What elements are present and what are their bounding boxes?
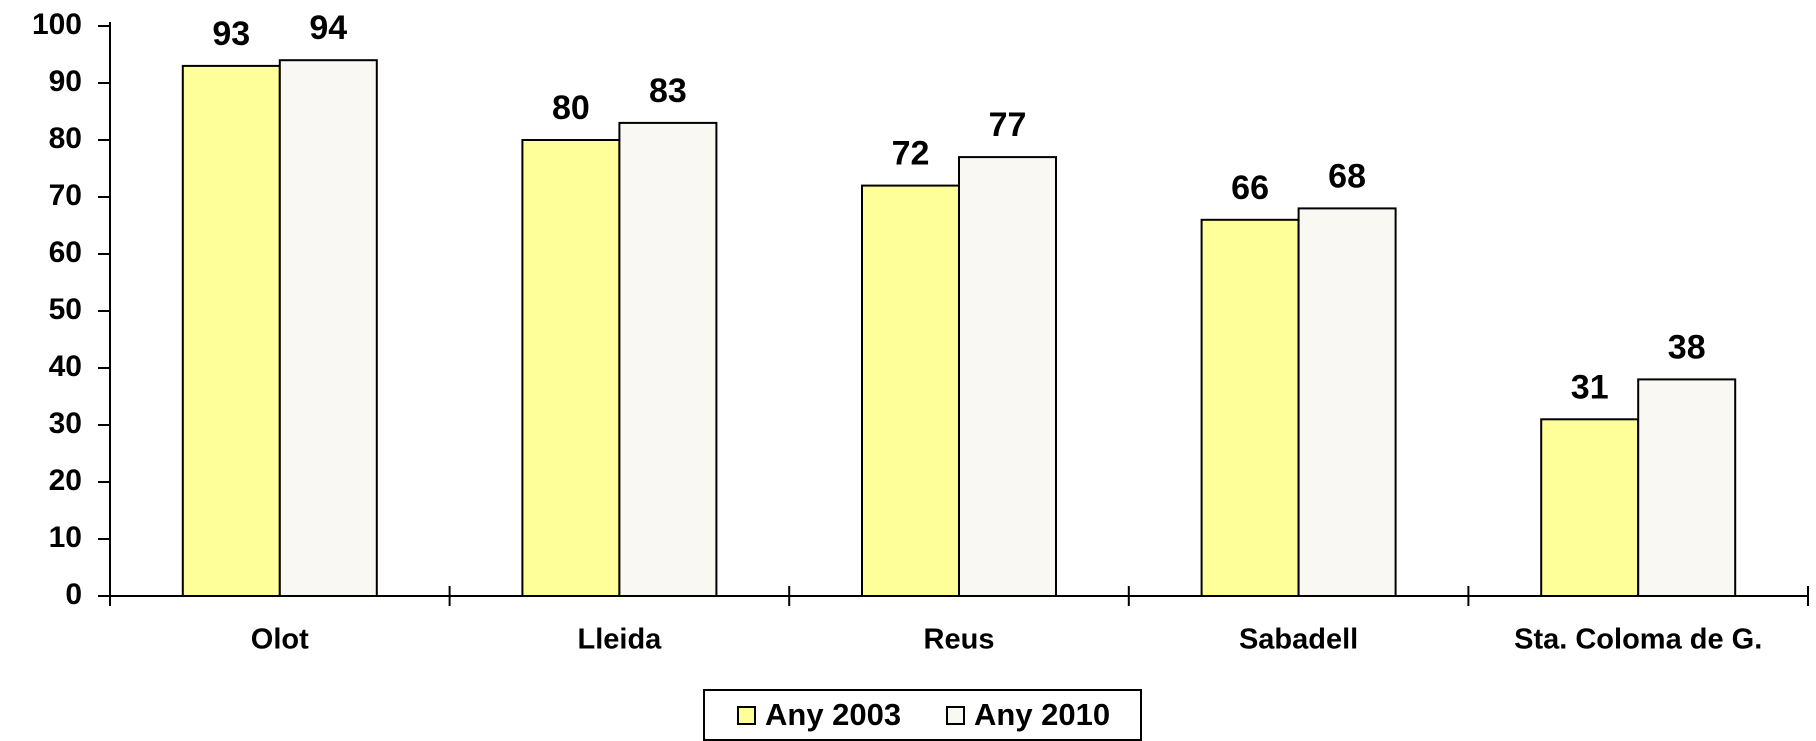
x-tick-label: Olot [251, 624, 309, 656]
legend-swatch [737, 706, 756, 725]
bar [1297, 207, 1397, 597]
y-tick-label: 40 [49, 350, 82, 383]
y-tick-label: 10 [49, 521, 82, 554]
y-tick-label: 90 [49, 65, 82, 98]
data-label: 68 [1328, 157, 1366, 195]
legend-label: Any 2010 [974, 697, 1110, 732]
x-tick-label: Sabadell [1239, 624, 1358, 656]
bar [618, 121, 718, 598]
y-tick-label: 60 [49, 236, 82, 269]
legend-label: Any 2003 [765, 697, 901, 732]
bar [861, 184, 960, 597]
y-tick-label: 80 [49, 122, 82, 155]
data-label: 66 [1231, 169, 1269, 207]
bar [521, 139, 621, 597]
data-label: 72 [892, 135, 930, 173]
data-label: 77 [989, 106, 1027, 144]
data-label: 80 [552, 89, 590, 127]
legend-box [703, 689, 1142, 741]
data-label: 94 [309, 9, 347, 47]
y-tick-label: 30 [49, 407, 82, 440]
data-label: 38 [1668, 328, 1706, 366]
data-label: 31 [1571, 368, 1609, 406]
data-label: 93 [212, 15, 250, 53]
y-tick-label: 20 [49, 464, 82, 497]
bar [1200, 218, 1300, 598]
bar [181, 64, 281, 597]
data-label: 83 [649, 72, 687, 110]
bar [1637, 378, 1737, 597]
y-tick-label: 70 [49, 179, 82, 212]
bar [1540, 418, 1640, 597]
legend-swatch [946, 706, 965, 725]
x-tick-label: Reus [924, 624, 995, 656]
x-tick-label: Sta. Coloma de G. [1514, 624, 1762, 656]
bar [958, 156, 1057, 597]
bar [278, 59, 378, 597]
y-tick-label: 100 [32, 8, 82, 41]
y-tick-label: 0 [65, 578, 82, 611]
x-tick-label: Lleida [577, 624, 662, 656]
y-tick-label: 50 [49, 293, 82, 326]
